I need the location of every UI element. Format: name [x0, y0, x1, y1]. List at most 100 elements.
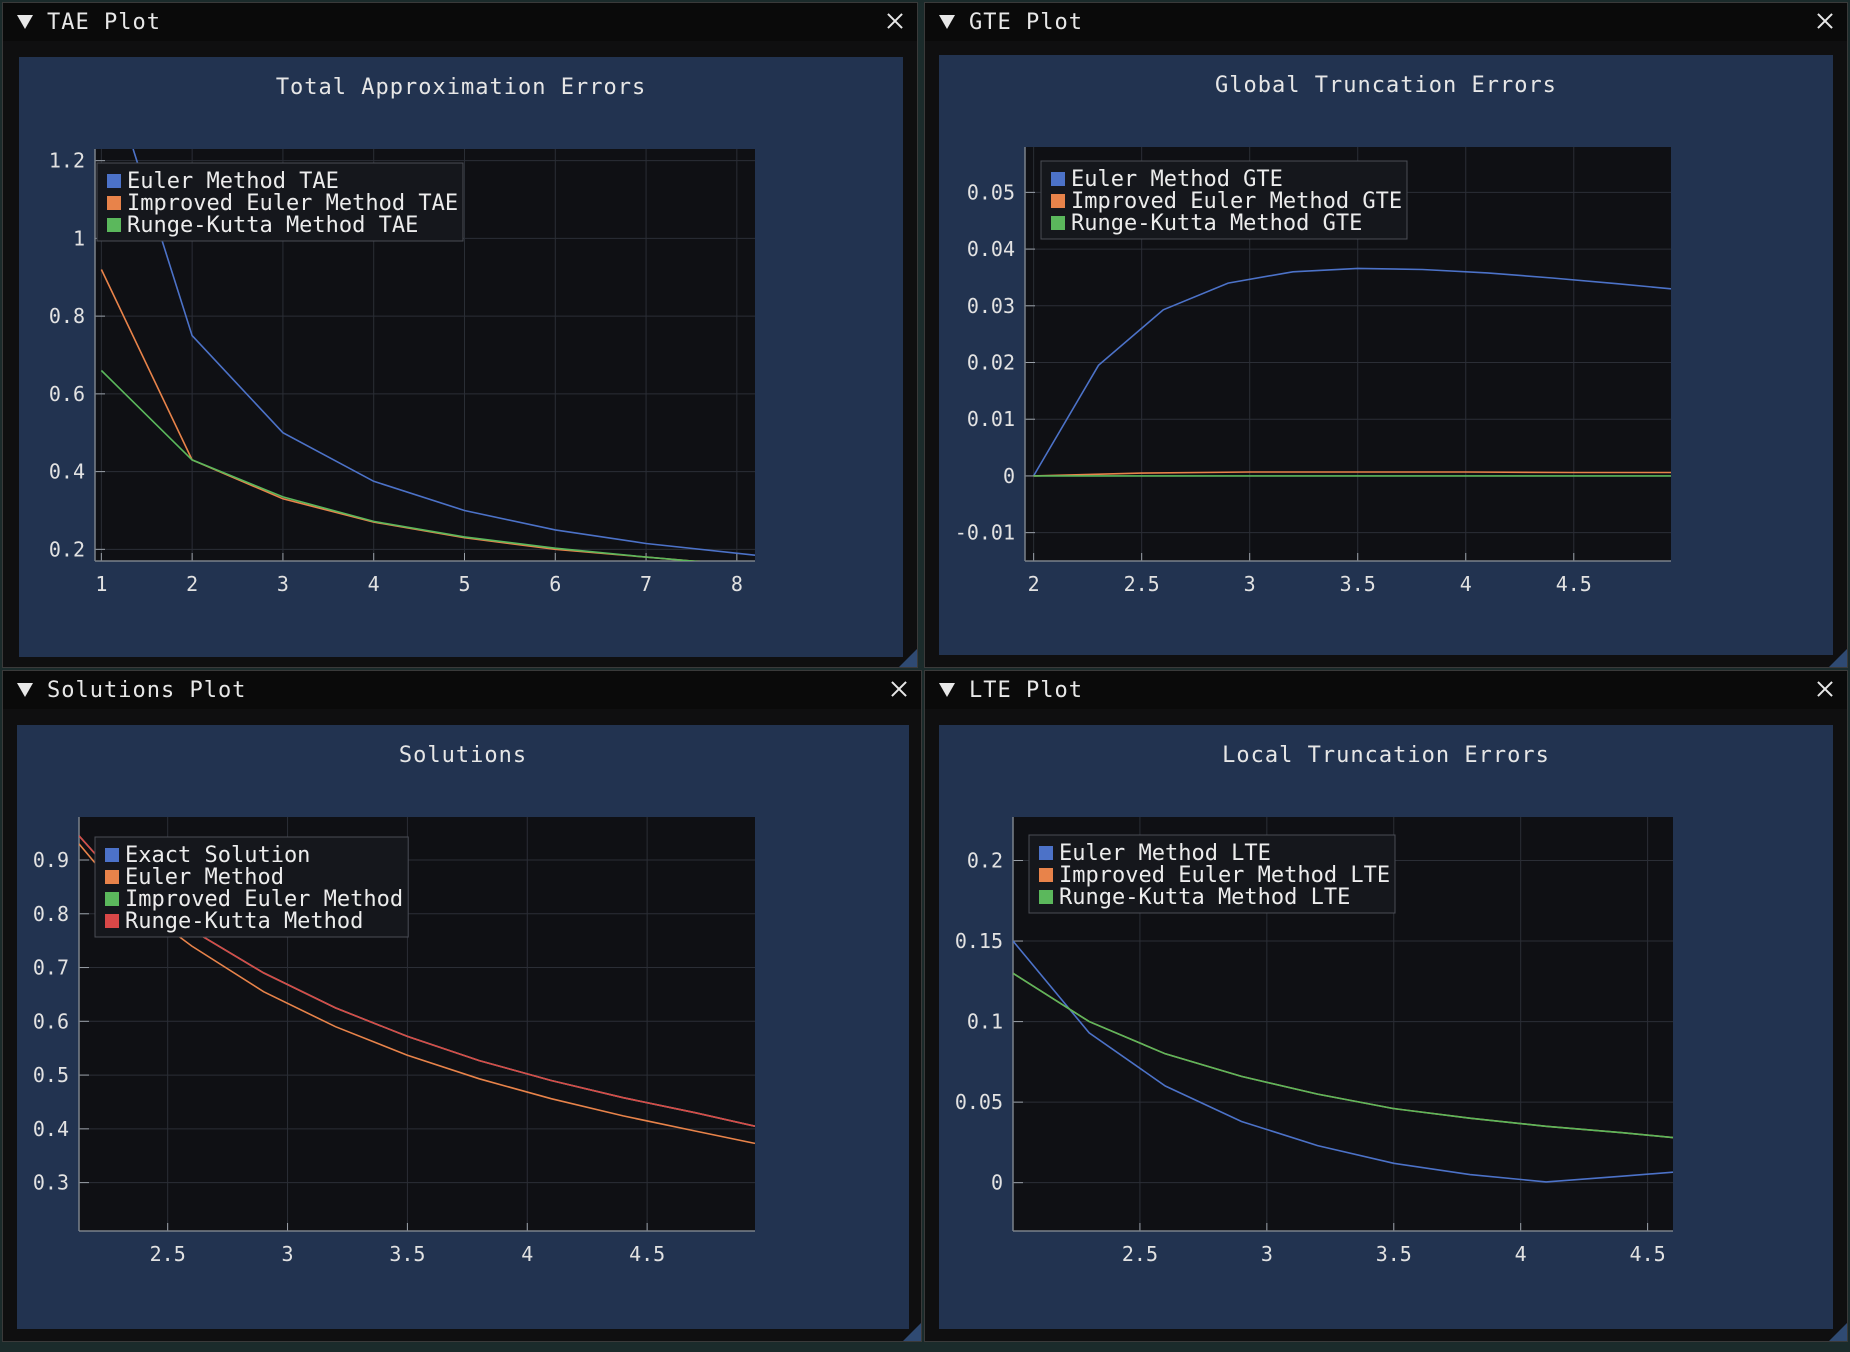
gte-plot-area[interactable]: Global Truncation Errors 2 2.5 3 3.5 4 4.5 -0.… [939, 55, 1833, 655]
x-tick-label: 2.5 [1122, 1242, 1158, 1266]
y-tick-label: 0.2 [967, 848, 1003, 872]
y-tick-label: 0.03 [967, 294, 1015, 318]
x-tick-label: 2.5 [1124, 572, 1160, 596]
legend-swatch[interactable] [107, 196, 121, 210]
tae-plot-titlebar[interactable]: TAE Plot [3, 3, 917, 41]
y-tick-label: 0.9 [33, 848, 69, 872]
legend-entry[interactable]: Runge-Kutta Method TAE [127, 213, 418, 238]
legend-swatch[interactable] [107, 218, 121, 232]
x-tick-label: 3 [1261, 1242, 1273, 1266]
solutions-plot-window[interactable]: Solutions Plot Solutions 2.5 3 3.5 4 4.5 0.3 0… [2, 670, 922, 1342]
y-tick-label: 0.6 [33, 1009, 69, 1033]
collapse-arrow-icon[interactable] [17, 15, 33, 29]
legend-swatch[interactable] [1039, 890, 1053, 904]
x-tick-label: 4.5 [629, 1242, 665, 1266]
legend-swatch[interactable] [105, 870, 119, 884]
legend-swatch[interactable] [107, 174, 121, 188]
x-tick-label: 3 [282, 1242, 294, 1266]
lte-chart[interactable]: 2.5 3 3.5 4 4.5 0 0.05 0.1 0.15 0.2 Euler Method L… [939, 725, 1833, 1329]
legend-swatch[interactable] [1039, 868, 1053, 882]
lte-plot-titlebar[interactable]: LTE Plot [925, 671, 1847, 709]
x-tick-label: 4.5 [1630, 1242, 1666, 1266]
x-tick-label: 2 [1028, 572, 1040, 596]
y-tick-label: 0.05 [967, 180, 1015, 204]
resize-grip[interactable] [1829, 1323, 1847, 1341]
plot-title: Solutions [398, 743, 528, 768]
y-tick-label: 0.8 [49, 304, 85, 328]
collapse-arrow-icon[interactable] [939, 683, 955, 697]
collapse-arrow-icon[interactable] [939, 15, 955, 29]
y-tick-label: 0.5 [33, 1063, 69, 1087]
x-tick-label: 6 [549, 572, 561, 596]
y-tick-label: 0.7 [33, 956, 69, 980]
legend-swatch[interactable] [1051, 194, 1065, 208]
x-tick-label: 4 [1460, 572, 1472, 596]
legend-box [1040, 160, 1408, 240]
x-tick-label: 3 [1244, 572, 1256, 596]
x-tick-label: 5 [458, 572, 470, 596]
legend-entry[interactable]: Improved Euler Method [125, 887, 403, 912]
legend-entry[interactable]: Runge-Kutta Method [125, 909, 363, 934]
x-tick-label: 3 [277, 572, 289, 596]
legend-box [94, 836, 409, 938]
legend-entry[interactable]: Exact Solution [125, 843, 310, 868]
solutions-chart[interactable]: 2.5 3 3.5 4 4.5 0.3 0.4 0.5 0.6 0.7 0.8 0.9 Exact So… [17, 725, 909, 1329]
legend-entry[interactable]: Improved Euler Method GTE [1071, 189, 1402, 214]
series-line-1 [1033, 471, 1671, 477]
plot-title: Total Approximation Errors [275, 75, 647, 100]
legend-entry[interactable]: Euler Method [125, 865, 284, 890]
legend-entry[interactable]: Euler Method TAE [127, 169, 339, 194]
gte-plot-titlebar[interactable]: GTE Plot [925, 3, 1847, 41]
series-line-0 [132, 149, 755, 556]
legend-entry[interactable]: Euler Method GTE [1071, 167, 1283, 192]
plot-title: Global Truncation Errors [1215, 73, 1557, 98]
close-icon[interactable] [883, 9, 907, 33]
y-tick-label: 0.3 [33, 1171, 69, 1195]
x-tick-label: 4.5 [1556, 572, 1592, 596]
gte-plot-window[interactable]: GTE Plot Global Truncation Errors 2 2.5 3 3… [924, 2, 1848, 668]
resize-grip[interactable] [1829, 649, 1847, 667]
x-tick-label: 1 [95, 572, 107, 596]
legend-entry[interactable]: Improved Euler Method TAE [127, 191, 458, 216]
x-tick-label: 4 [368, 572, 380, 596]
legend-swatch[interactable] [105, 848, 119, 862]
x-tick-label: 4 [521, 1242, 533, 1266]
x-tick-label: 3.5 [389, 1242, 425, 1266]
legend-entry[interactable]: Euler Method LTE [1059, 841, 1271, 866]
legend-entry[interactable]: Improved Euler Method LTE [1059, 863, 1390, 888]
gte-chart[interactable]: 2 2.5 3 3.5 4 4.5 -0.01 0 0.01 0.02 0.03 0.04 0.05 Eu… [939, 55, 1833, 655]
y-tick-label: 0.02 [967, 351, 1015, 375]
y-tick-label: 0.04 [967, 237, 1015, 261]
lte-plot-window[interactable]: LTE Plot Local Truncation Errors 2.5 3 3.5… [924, 670, 1848, 1342]
y-tick-label: 0.01 [967, 407, 1015, 431]
legend-swatch[interactable] [105, 892, 119, 906]
legend-swatch[interactable] [1039, 846, 1053, 860]
window-title: LTE Plot [969, 677, 1083, 703]
close-icon[interactable] [1813, 677, 1837, 701]
y-tick-label: 0.4 [49, 460, 85, 484]
close-icon[interactable] [887, 677, 911, 701]
collapse-arrow-icon[interactable] [17, 683, 33, 697]
lte-plot-area[interactable]: Local Truncation Errors 2.5 3 3.5 4 4.5 0 0.05… [939, 725, 1833, 1329]
window-title: TAE Plot [47, 9, 161, 35]
legend-entry[interactable]: Runge-Kutta Method GTE [1071, 211, 1362, 236]
y-tick-label: -0.01 [955, 521, 1015, 545]
window-title: Solutions Plot [47, 677, 247, 703]
y-tick-label: 0.8 [33, 902, 69, 926]
close-icon[interactable] [1813, 9, 1837, 33]
x-tick-label: 3.5 [1340, 572, 1376, 596]
solutions-plot-area[interactable]: Solutions 2.5 3 3.5 4 4.5 0.3 0.4 0.5 0.6 0.7 0.8 0… [17, 725, 909, 1329]
series-line-2 [100, 369, 701, 561]
tae-chart[interactable]: 1 2 3 4 5 6 7 8 0.2 0.4 0.6 0.8 1 1.2 Euler Method TAE… [19, 57, 903, 657]
resize-grip[interactable] [899, 649, 917, 667]
legend-swatch[interactable] [1051, 172, 1065, 186]
legend-swatch[interactable] [105, 914, 119, 928]
legend-entry[interactable]: Runge-Kutta Method LTE [1059, 885, 1350, 910]
resize-grip[interactable] [903, 1323, 921, 1341]
tae-plot-window[interactable]: TAE Plot Total Approximation Errors 1 2 3 4… [2, 2, 918, 668]
y-tick-label: 0.15 [955, 929, 1003, 953]
solutions-plot-titlebar[interactable]: Solutions Plot [3, 671, 921, 709]
tae-plot-area[interactable]: Total Approximation Errors 1 2 3 4 5 6 7 8 0.2 0.… [19, 57, 903, 657]
y-tick-label: 0 [991, 1171, 1003, 1195]
legend-swatch[interactable] [1051, 216, 1065, 230]
